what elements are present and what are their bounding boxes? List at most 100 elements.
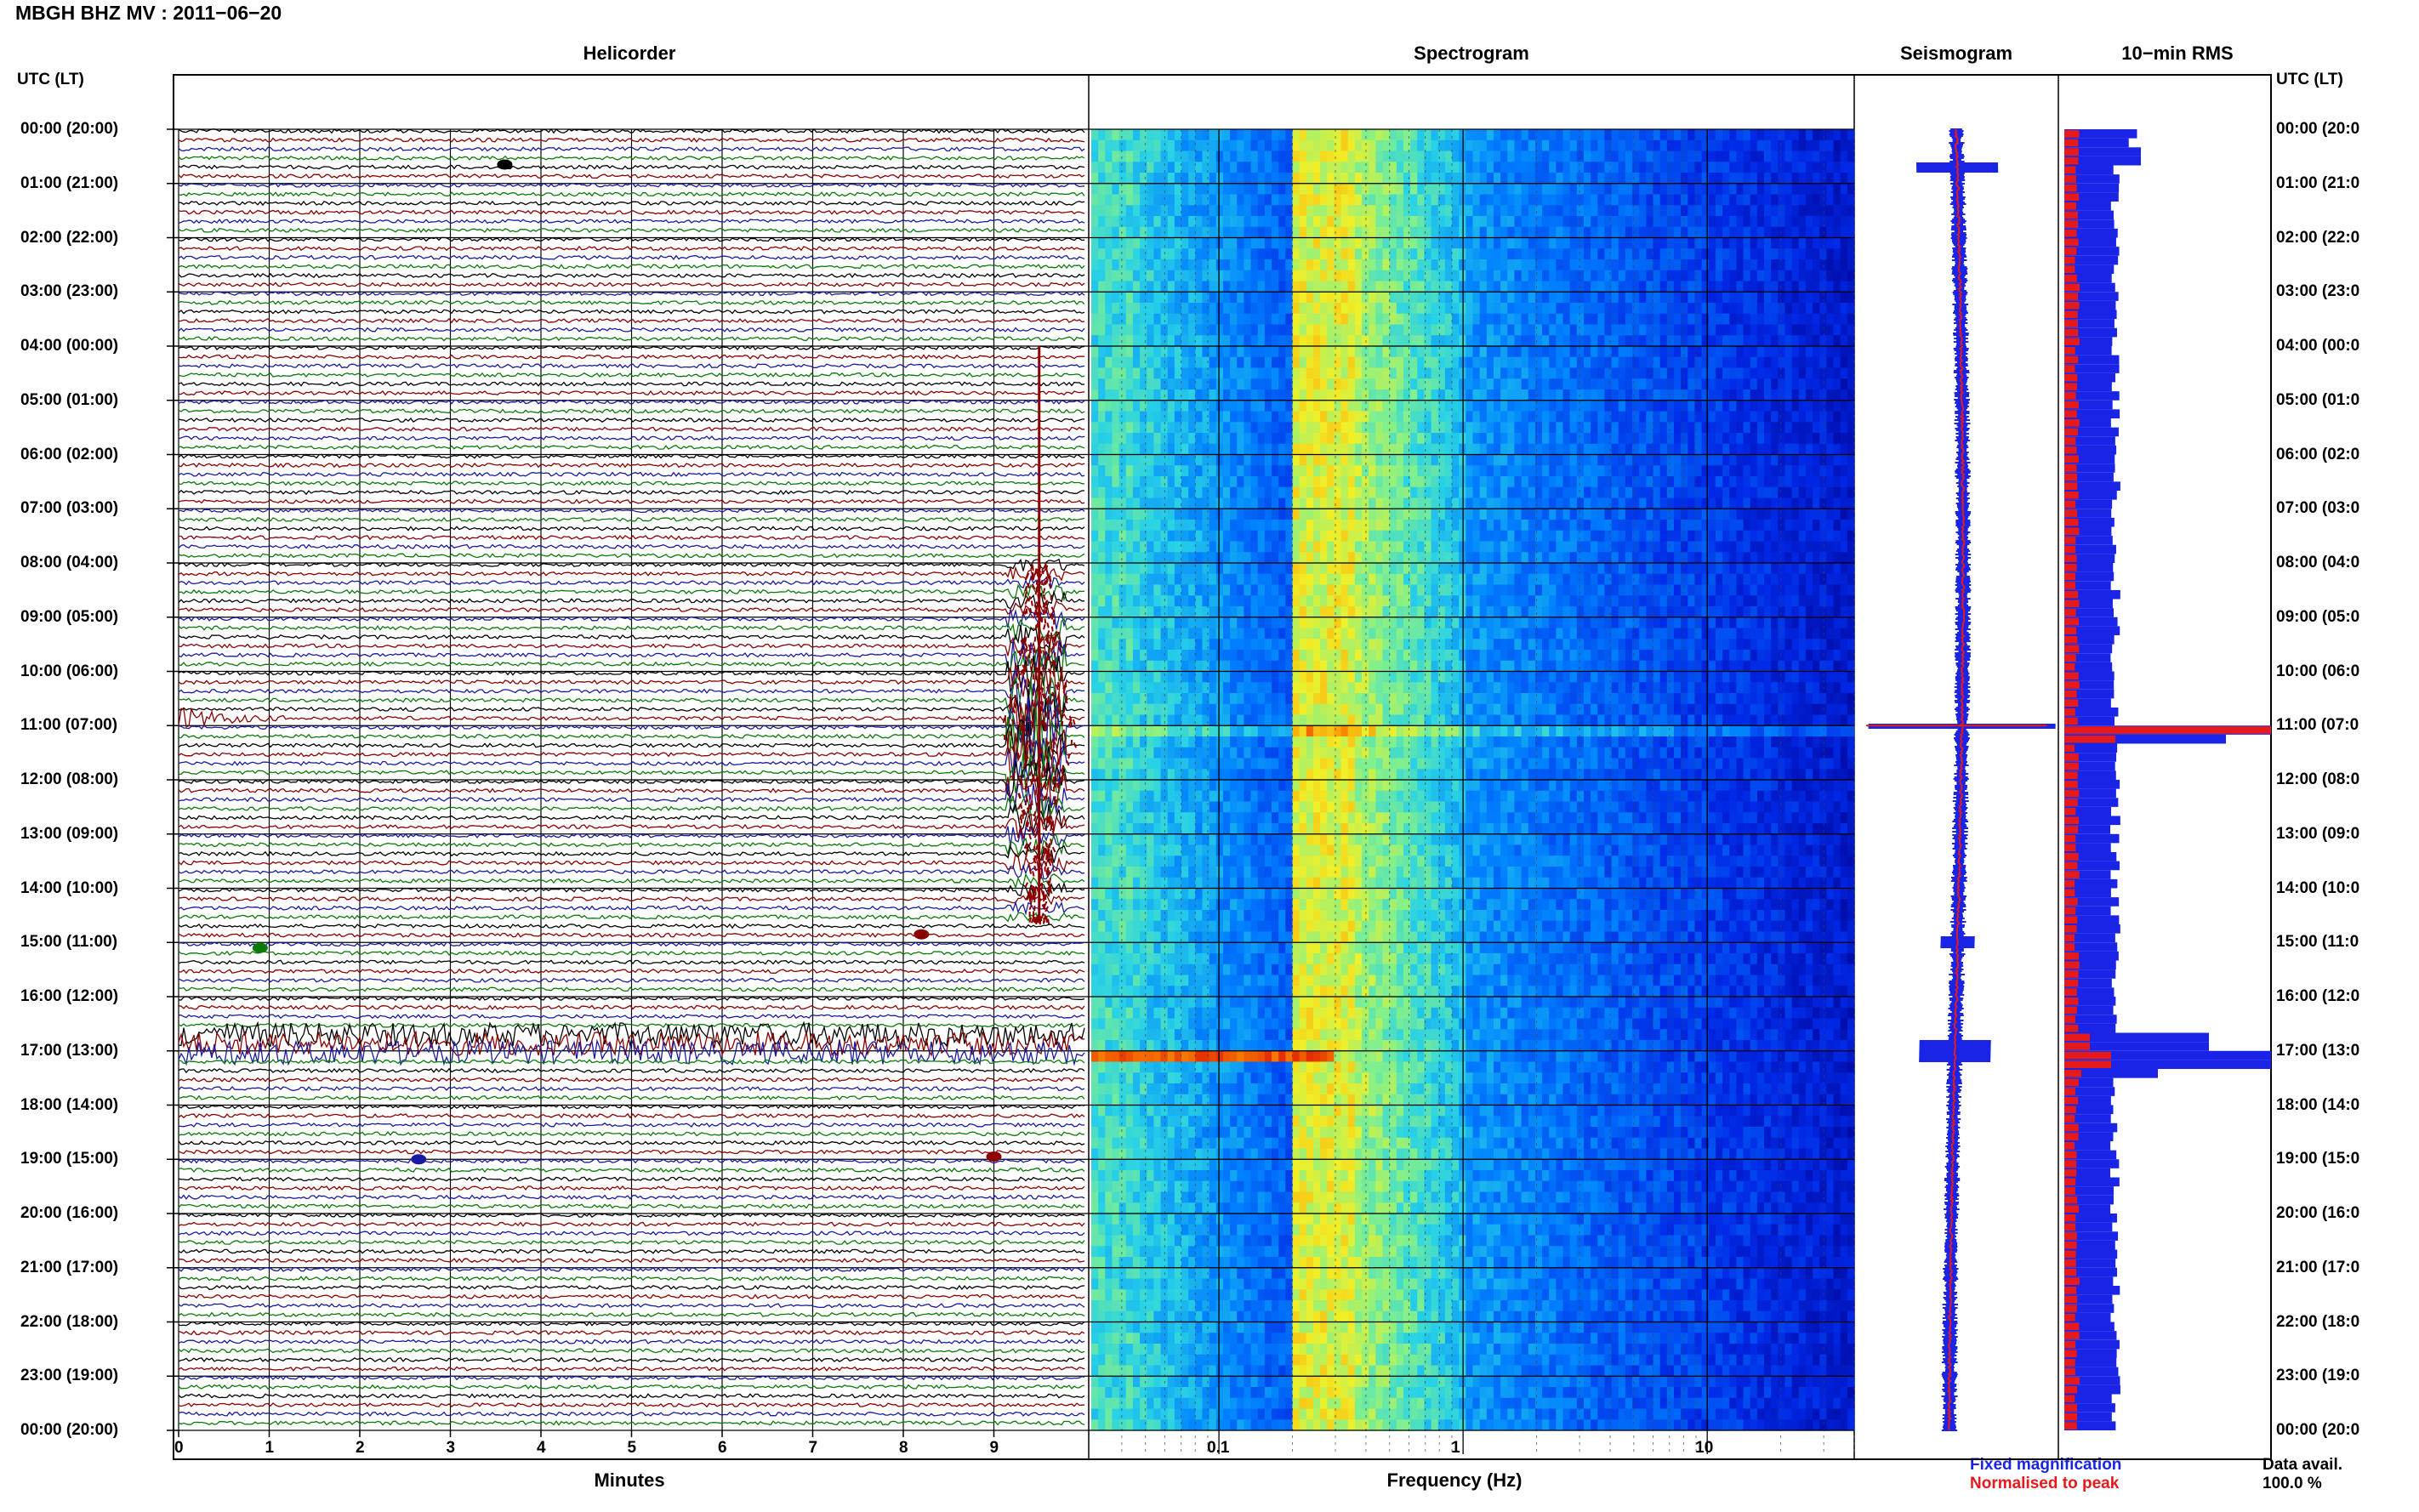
- helicorder-trace: [178, 761, 1085, 800]
- helicorder-trace: [178, 444, 1085, 450]
- helicorder-trace: [178, 227, 1085, 234]
- right-time-tick: 08:00 (04:0: [2276, 554, 2360, 571]
- freq-tick-label: 1: [1451, 1439, 1460, 1457]
- helicorder-trace: [178, 209, 1085, 215]
- right-time-tick: 23:00 (19:0: [2276, 1367, 2360, 1385]
- left-time-tick: 12:00 (08:00): [20, 770, 119, 788]
- helicorder-trace: [178, 583, 1085, 602]
- helicorder-trace: [178, 281, 1085, 287]
- helicorder-trace: [178, 354, 1085, 360]
- minute-tick-label: 6: [718, 1439, 727, 1457]
- helicorder-trace: [178, 543, 1085, 549]
- helicorder-trace: [178, 719, 1085, 775]
- frequency-axis-label: Frequency (Hz): [1386, 1469, 1523, 1491]
- left-time-tick: 02:00 (22:00): [20, 228, 119, 247]
- helicorder-trace: [178, 463, 1085, 469]
- helicorder-trace: [178, 912, 1085, 923]
- helicorder-trace: [178, 381, 1085, 387]
- left-time-tick: 19:00 (15:00): [20, 1150, 119, 1168]
- helicorder-trace: [178, 977, 1085, 983]
- helicorder-trace: [178, 137, 1085, 143]
- helicorder-trace: [178, 389, 1085, 396]
- helicorder-trace: [178, 309, 1085, 315]
- helicorder-trace: [178, 399, 1085, 405]
- minute-tick-label: 9: [989, 1439, 999, 1457]
- left-time-tick: 00:00 (20:00): [20, 120, 119, 138]
- helicorder-trace: [178, 752, 1085, 793]
- plot-frame: [173, 74, 2272, 1460]
- helicorder-event-marker: [252, 942, 268, 953]
- seismogram-title: Seismogram: [1899, 43, 2013, 64]
- left-time-tick: 08:00 (04:00): [20, 554, 119, 571]
- helicorder-trace: [178, 453, 1085, 459]
- helicorder-trace: [178, 589, 1085, 611]
- helicorder-trace: [178, 728, 1085, 781]
- legend-fixed: Fixed magnification: [1970, 1456, 2122, 1474]
- helicorder-trace: [178, 1384, 1085, 1390]
- spectrogram-heatmap: [1091, 129, 1855, 1431]
- helicorder-trace: [178, 862, 1085, 880]
- helicorder-trace: [178, 200, 1085, 207]
- minute-tick-label: 5: [627, 1439, 637, 1457]
- right-time-tick: 10:00 (06:0: [2276, 662, 2360, 680]
- right-time-tick: 05:00 (01:0: [2276, 390, 2360, 409]
- helicorder-trace: [178, 1393, 1085, 1399]
- minutes-axis-label: Minutes: [594, 1469, 665, 1491]
- spectrogram-title: Spectrogram: [1414, 43, 1529, 64]
- right-time-tick: 20:00 (16:0: [2276, 1204, 2360, 1222]
- legend-normalised: Normalised to peak: [1970, 1475, 2120, 1492]
- helicorder-trace: [178, 498, 1085, 504]
- helicorder-traces: [178, 128, 1085, 1426]
- helicorder-trace: [178, 489, 1084, 496]
- helicorder-trace: [178, 1329, 1085, 1336]
- left-time-tick: 10:00 (06:00): [20, 662, 119, 680]
- helicorder-trace: [178, 435, 1085, 441]
- minute-tick-label: 0: [174, 1439, 184, 1457]
- helicorder-trace: [178, 290, 1085, 297]
- helicorder-trace: [178, 706, 1085, 768]
- helicorder-trace: [178, 1004, 1085, 1010]
- helicorder-trace: [178, 843, 1085, 863]
- helicorder-trace: [178, 1420, 1085, 1426]
- helicorder-trace: [178, 668, 1085, 715]
- helicorder-event-large: [1002, 346, 1078, 925]
- helicorder-trace: [178, 802, 1085, 833]
- helicorder-trace: [178, 873, 1085, 890]
- left-time-tick: 22:00 (18:00): [20, 1312, 119, 1331]
- helicorder-trace: [178, 574, 1085, 590]
- helicorder-trace: [178, 1411, 1085, 1417]
- right-time-tick: 21:00 (17:0: [2276, 1258, 2360, 1276]
- helicorder-trace: [178, 825, 1085, 848]
- helicorder-trace: [178, 853, 1085, 873]
- left-time-tick: 11:00 (07:00): [20, 716, 118, 735]
- left-time-tick: 18:00 (14:00): [20, 1095, 119, 1114]
- helicorder-trace: [178, 639, 1085, 671]
- helicorder-trace: [178, 773, 1085, 810]
- helicorder-trace: [178, 782, 1085, 816]
- helicorder-trace: [178, 526, 1085, 531]
- left-time-tick: 03:00 (23:00): [20, 282, 119, 301]
- helicorder-trace: [178, 1194, 1085, 1201]
- minute-tick-label: 8: [899, 1439, 908, 1457]
- helicorder-trace: [178, 1311, 1085, 1317]
- helicorder-trace: [178, 1212, 1085, 1219]
- helicorder-trace: [178, 516, 1085, 523]
- helicorder-trace: [178, 471, 1085, 477]
- right-time-tick: 13:00 (09:0: [2276, 824, 2360, 843]
- helicorder-trace: [178, 1293, 1085, 1299]
- helicorder-trace: [178, 1231, 1085, 1236]
- helicorder-trace: [178, 625, 1085, 652]
- helicorder-trace: [178, 191, 1085, 197]
- helicorder-trace: [178, 881, 1085, 898]
- left-time-tick: 07:00 (03:00): [20, 499, 119, 518]
- left-time-tick: 16:00 (12:00): [20, 987, 119, 1005]
- helicorder-trace: [178, 740, 1085, 787]
- helicorder-trace: [178, 696, 1085, 759]
- helicorder-trace: [178, 688, 1085, 748]
- helicorder-trace: [178, 1020, 1085, 1048]
- helicorder-trace: [178, 1303, 1085, 1309]
- left-time-tick: 00:00 (20:00): [20, 1421, 119, 1439]
- helicorder-trace: [178, 299, 1085, 306]
- helicorder-trace: [178, 1239, 1085, 1245]
- helicorder-trace: [178, 1067, 1085, 1074]
